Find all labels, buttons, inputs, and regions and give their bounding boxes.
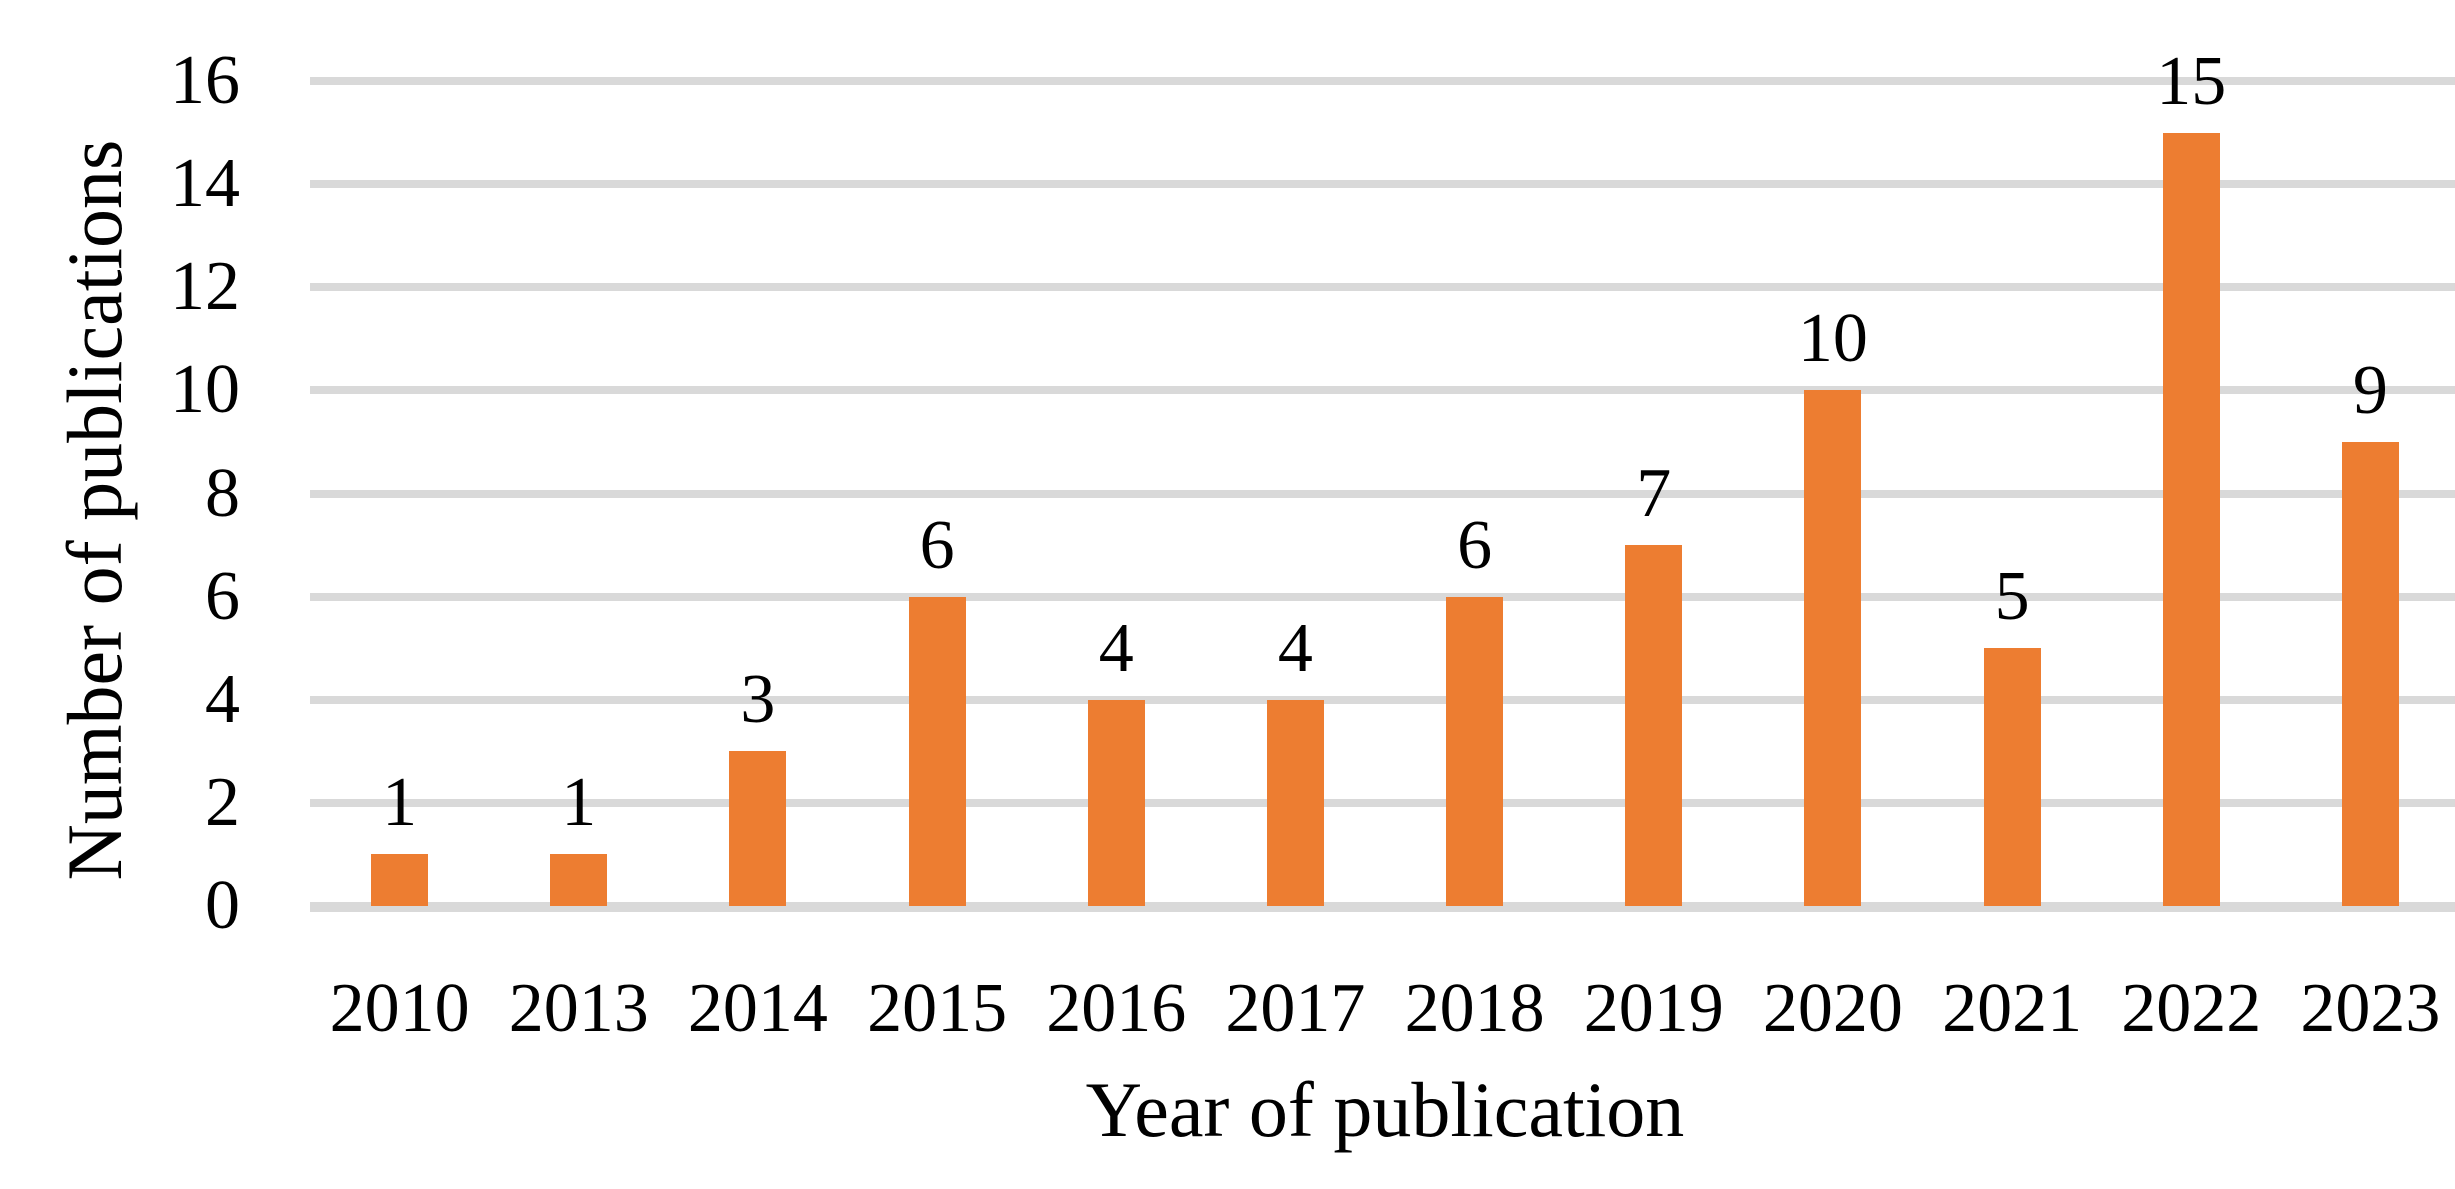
bar-2013 xyxy=(550,854,608,906)
gridline xyxy=(310,77,2455,85)
x-tick-label-2021: 2021 xyxy=(1942,970,2083,1047)
y-tick-label: 4 xyxy=(205,660,240,738)
x-tick-label-2020: 2020 xyxy=(1762,970,1903,1047)
data-label-2020: 10 xyxy=(1797,300,1868,378)
gridline xyxy=(310,489,2455,498)
data-label-2018: 6 xyxy=(1457,506,1493,584)
x-tick-label-2023: 2023 xyxy=(2300,970,2441,1047)
y-tick-label: 14 xyxy=(170,145,240,223)
data-label-2023: 9 xyxy=(2352,351,2388,429)
gridline xyxy=(310,386,2455,395)
y-tick-label: 8 xyxy=(205,454,240,532)
x-axis-title: Year of publication xyxy=(1085,1066,1685,1153)
gridline xyxy=(310,283,2455,292)
bar-2010 xyxy=(371,854,429,906)
x-tick-label-2016: 2016 xyxy=(1046,970,1187,1047)
y-tick-label: 10 xyxy=(170,351,240,429)
x-tick-label-2017: 2017 xyxy=(1225,970,1366,1047)
data-label-2017: 4 xyxy=(1277,609,1313,687)
x-tick-label-2010: 2010 xyxy=(329,970,470,1047)
data-label-2010: 1 xyxy=(382,764,418,842)
data-label-2014: 3 xyxy=(740,661,776,739)
gridline xyxy=(310,592,2455,601)
data-label-2016: 4 xyxy=(1098,609,1134,687)
data-label-2013: 1 xyxy=(561,764,597,842)
gridline xyxy=(310,798,2455,807)
bar-2014 xyxy=(729,751,787,906)
data-label-2022: 15 xyxy=(2156,42,2227,120)
y-tick-label: 16 xyxy=(170,42,240,119)
y-tick-label: 2 xyxy=(205,763,240,841)
gridline xyxy=(310,180,2455,189)
bar-2015 xyxy=(908,596,966,906)
x-tick-label-2013: 2013 xyxy=(508,970,649,1047)
x-axis-line xyxy=(310,902,2455,912)
x-tick-label-2018: 2018 xyxy=(1404,970,1545,1047)
publications-per-year-bar-chart: Number of publications 0 2 4 6 8 10 12 14 16 1 201… xyxy=(40,16,2455,1173)
x-tick-label-2022: 2022 xyxy=(2121,970,2262,1047)
bar-2018 xyxy=(1446,596,1504,906)
bar-2020 xyxy=(1804,390,1862,906)
x-tick-label-2014: 2014 xyxy=(687,970,828,1047)
y-tick-label: 12 xyxy=(170,248,240,326)
bar-2022 xyxy=(2162,132,2220,906)
bar-2017 xyxy=(1266,699,1324,906)
data-label-2015: 6 xyxy=(919,506,955,584)
x-tick-label-2015: 2015 xyxy=(867,970,1008,1047)
y-tick-label: 6 xyxy=(205,557,240,635)
bar-2023 xyxy=(2341,441,2399,906)
data-label-2021: 5 xyxy=(1994,558,2030,636)
y-tick-label: 0 xyxy=(205,867,240,944)
x-tick-label-2019: 2019 xyxy=(1583,970,1724,1047)
bar-2021 xyxy=(1983,648,2041,906)
bar-2016 xyxy=(1087,699,1145,906)
data-label-2019: 7 xyxy=(1636,455,1672,533)
gridline xyxy=(310,695,2455,704)
bar-2019 xyxy=(1625,545,1683,906)
